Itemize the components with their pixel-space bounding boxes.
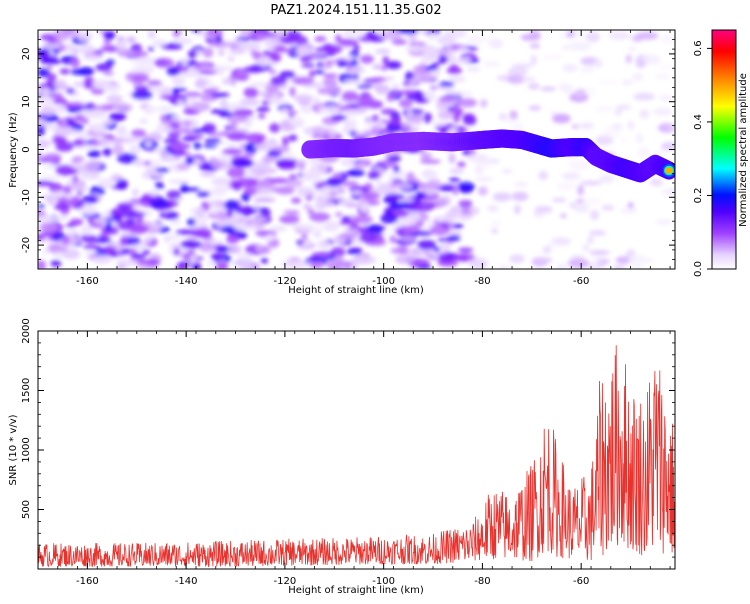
x-tick-label: -100 [372, 576, 395, 587]
snr-panel: -160 -140 -120 -100 -80 -60 500 1000 1500 2000 H… [8, 318, 676, 596]
snr-x-ticks: -160 -140 -120 -100 -80 -60 [37, 331, 671, 587]
colorbar-gradient [711, 29, 737, 270]
colorbar-tick-label: 0.0 [693, 261, 704, 277]
x-tick-label: -140 [175, 276, 198, 287]
snr-y-ticks: 500 1000 1500 2000 [21, 318, 675, 570]
y-tick-label: 2000 [21, 318, 32, 343]
y-tick-label: -20 [21, 237, 32, 253]
x-tick-label: -160 [76, 576, 99, 587]
x-tick-label: -160 [76, 276, 99, 287]
x-tick-label: -120 [274, 276, 297, 287]
y-tick-label: 1500 [21, 378, 32, 403]
y-tick-label: 20 [21, 48, 32, 61]
snr-ylabel: SNR (10 * v/v) [8, 414, 19, 485]
heatmap-ylabel: Frequency (Hz) [8, 112, 19, 188]
y-tick-label: 500 [21, 500, 32, 519]
x-tick-label: -120 [274, 576, 297, 587]
colorbar-tick-label: 0.6 [693, 40, 704, 56]
x-tick-label: -60 [573, 576, 589, 587]
x-tick-label: -60 [573, 276, 589, 287]
figure-title: PAZ1.2024.151.11.35.G02 [270, 3, 441, 18]
x-tick-label: -140 [175, 576, 198, 587]
heatmap-x-ticks: -160 -140 -120 -100 -80 -60 [37, 30, 671, 287]
x-tick-label: -80 [474, 576, 490, 587]
heatmap-xlabel: Height of straight line (km) [288, 285, 424, 296]
snr-xlabel: Height of straight line (km) [288, 585, 424, 596]
colorbar-tick-label: 0.2 [693, 188, 704, 204]
snr-series-line [38, 345, 675, 568]
x-tick-label: -80 [474, 276, 490, 287]
y-tick-label: 1000 [21, 437, 32, 462]
colorbar-label: Normalized spectral amplitude [738, 73, 749, 227]
y-tick-label: 10 [21, 95, 32, 108]
y-tick-label: -10 [21, 189, 32, 205]
colorbar-tick-label: 0.4 [693, 114, 704, 130]
heatmap-y-ticks: -20 -10 0 10 20 [21, 29, 675, 270]
y-tick-label: 0 [21, 146, 32, 152]
colorbar-ticks: 0.0 0.2 0.4 0.6 [693, 40, 712, 277]
x-tick-label: -100 [372, 276, 395, 287]
heatmap-signal-track [301, 129, 675, 183]
colorbar: 0.0 0.2 0.4 0.6 Normalized spectral amplitu… [693, 29, 749, 277]
heatmap-noise [38, 30, 675, 269]
